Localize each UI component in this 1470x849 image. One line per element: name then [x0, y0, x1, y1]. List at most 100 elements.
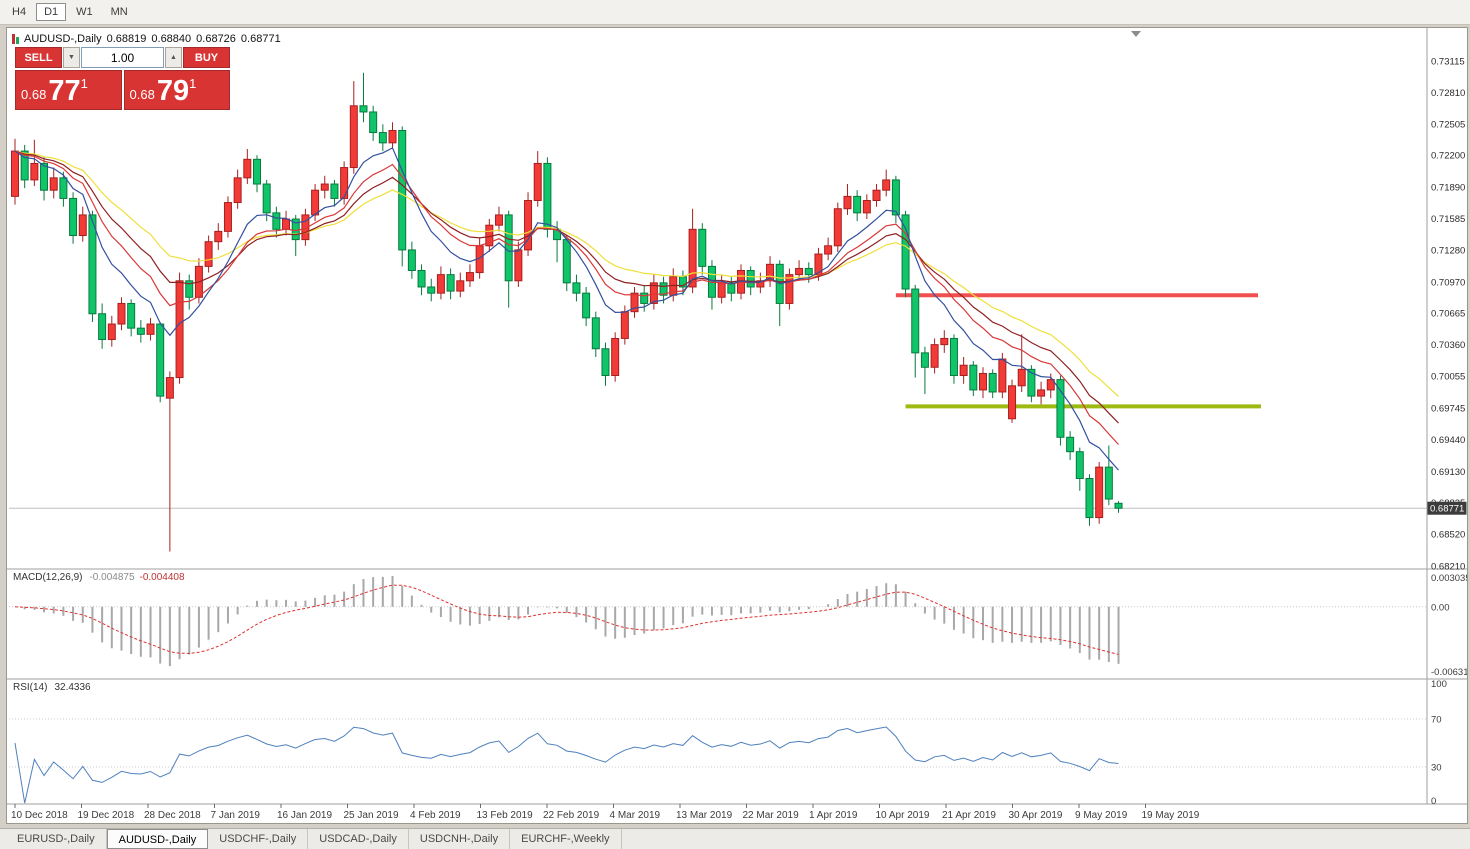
- price-axis-label: 0.70055: [1431, 372, 1465, 383]
- macd-label: MACD(12,26,9) -0.004875 -0.004408: [13, 572, 185, 583]
- date-axis-label: 16 Jan 2019: [277, 810, 332, 821]
- rsi-name: RSI(14): [13, 682, 48, 693]
- sell-button[interactable]: SELL: [15, 47, 62, 68]
- date-axis-label: 13 Feb 2019: [477, 810, 534, 821]
- rsi-axis-label: 30: [1431, 763, 1442, 774]
- macd-axis-label: 0.003035: [1431, 573, 1467, 584]
- ma-line-ema-26: [14, 150, 1119, 397]
- timeframe-toolbar: H4 D1 W1 MN: [0, 0, 1470, 25]
- rsi-axis-label: 0: [1431, 796, 1436, 807]
- date-axis-label: 21 Apr 2019: [942, 810, 996, 821]
- ohlc-close: 0.68771: [240, 33, 281, 45]
- sell-price-point: 1: [80, 76, 88, 91]
- timeframe-button-d1[interactable]: D1: [36, 3, 67, 21]
- sell-price-prefix: 0.68: [21, 87, 47, 102]
- date-axis-label: 10 Apr 2019: [876, 810, 930, 821]
- price-axis-label: 0.70665: [1431, 309, 1465, 320]
- date-axis-label: 13 Mar 2019: [676, 810, 733, 821]
- rsi-value: 32.4336: [54, 682, 91, 693]
- sell-price-tile[interactable]: 0.68 77 1: [15, 70, 122, 110]
- chart-window: 0.73115 0.72810 0.72505 0.72200 0.71890 0.715…: [6, 27, 1468, 824]
- price-axis-label: 0.68520: [1431, 530, 1465, 541]
- date-axis-label: 9 May 2019: [1075, 810, 1128, 821]
- candlestick-icon: [12, 34, 19, 44]
- rsi-axis: 100 70 30 0: [1431, 679, 1447, 807]
- price-axis: 0.73115 0.72810 0.72505 0.72200 0.71890 0.715…: [1431, 57, 1465, 573]
- date-axis-label: 22 Feb 2019: [543, 810, 600, 821]
- buy-price-tile[interactable]: 0.68 79 1: [123, 70, 230, 110]
- chart-tab-eurusd-daily[interactable]: EURUSD-,Daily: [6, 829, 107, 849]
- price-axis-label: 0.71280: [1431, 245, 1465, 256]
- macd-histogram: [23, 575, 1120, 667]
- macd-name: MACD(12,26,9): [13, 572, 83, 583]
- date-axis-label: 19 Dec 2018: [78, 810, 135, 821]
- timeframe-button-w1[interactable]: W1: [68, 3, 101, 21]
- chart-symbol: AUDUSD-,Daily: [24, 33, 102, 45]
- date-axis-label: 4 Mar 2019: [610, 810, 661, 821]
- buy-price-pips: 79: [156, 75, 190, 107]
- price-axis-label: 0.73115: [1431, 57, 1465, 68]
- chart-tab-usdcnh-daily[interactable]: USDCNH-,Daily: [409, 829, 511, 849]
- macd-signal-value: -0.004408: [139, 572, 185, 583]
- chart-title: AUDUSD-,Daily 0.68819 0.68840 0.68726 0.…: [12, 33, 281, 45]
- date-axis-label: 25 Jan 2019: [344, 810, 399, 821]
- sell-price-pips: 77: [48, 75, 81, 107]
- horizontal-levels: [895, 293, 1261, 409]
- chart-tab-eurchf-weekly[interactable]: EURCHF-,Weekly: [510, 829, 622, 849]
- chart-shift-marker-icon[interactable]: [1131, 31, 1141, 37]
- candles-layer: [11, 72, 1123, 552]
- ma-line-ema-8: [14, 147, 1119, 471]
- date-axis-label: 22 Mar 2019: [743, 810, 800, 821]
- price-axis-label: 0.70970: [1431, 277, 1465, 288]
- ma-line-ema-18: [14, 150, 1119, 424]
- macd-axis-label: 0.00: [1431, 602, 1450, 613]
- rsi-axis-label: 70: [1431, 715, 1442, 726]
- chart-tab-audusd-daily[interactable]: AUDUSD-,Daily: [106, 829, 209, 849]
- ohlc-open: 0.68819: [106, 33, 147, 45]
- buy-price-point: 1: [189, 76, 197, 91]
- timeframe-button-mn[interactable]: MN: [103, 3, 136, 21]
- ohlc-low: 0.68726: [196, 33, 236, 45]
- ma-line-ema-13: [14, 150, 1119, 445]
- date-axis-label: 28 Dec 2018: [144, 810, 201, 821]
- ohlc-high: 0.68840: [151, 33, 192, 45]
- date-axis: 10 Dec 2018 19 Dec 2018 28 Dec 2018 7 Jan 2…: [11, 804, 1200, 821]
- date-axis-label: 10 Dec 2018: [11, 810, 68, 821]
- date-axis-label: 1 Apr 2019: [809, 810, 858, 821]
- moving-average-lines: [14, 147, 1119, 471]
- rsi-label: RSI(14) 32.4336: [13, 682, 91, 693]
- buy-button[interactable]: BUY: [183, 47, 230, 68]
- price-axis-label: 0.68210: [1431, 561, 1465, 572]
- price-axis-label: 0.69440: [1431, 435, 1465, 446]
- date-axis-label: 4 Feb 2019: [410, 810, 461, 821]
- date-axis-label: 7 Jan 2019: [211, 810, 261, 821]
- price-axis-label: 0.72505: [1431, 119, 1465, 130]
- rsi-line: [14, 726, 1119, 804]
- chart-tabbar: EURUSD-,Daily AUDUSD-,Daily USDCHF-,Daily U…: [0, 828, 1470, 849]
- price-axis-label: 0.71890: [1431, 183, 1465, 194]
- current-price-value: 0.68771: [1430, 504, 1464, 515]
- price-axis-label: 0.71585: [1431, 214, 1465, 225]
- rsi-axis-label: 100: [1431, 679, 1447, 690]
- price-axis-label: 0.70360: [1431, 340, 1465, 351]
- date-axis-label: 30 Apr 2019: [1009, 810, 1063, 821]
- volume-input[interactable]: [81, 47, 164, 68]
- chart-tab-usdchf-daily[interactable]: USDCHF-,Daily: [208, 829, 309, 849]
- price-axis-label: 0.72200: [1431, 151, 1465, 162]
- buy-price-prefix: 0.68: [129, 87, 155, 102]
- price-axis-label: 0.72810: [1431, 88, 1465, 99]
- date-axis-label: 19 May 2019: [1142, 810, 1200, 821]
- volume-decrease-button[interactable]: ▼: [63, 47, 80, 68]
- macd-main-value: -0.004875: [89, 572, 135, 583]
- timeframe-button-h4[interactable]: H4: [4, 3, 34, 21]
- current-price-tag: 0.68771: [1427, 501, 1467, 515]
- price-axis-label: 0.69130: [1431, 467, 1465, 478]
- chart-tab-usdcad-daily[interactable]: USDCAD-,Daily: [308, 829, 409, 849]
- macd-signal-line: [14, 584, 1119, 655]
- volume-increase-button[interactable]: ▲: [165, 47, 182, 68]
- price-chart-canvas[interactable]: 0.73115 0.72810 0.72505 0.72200 0.71890 0.715…: [7, 28, 1467, 823]
